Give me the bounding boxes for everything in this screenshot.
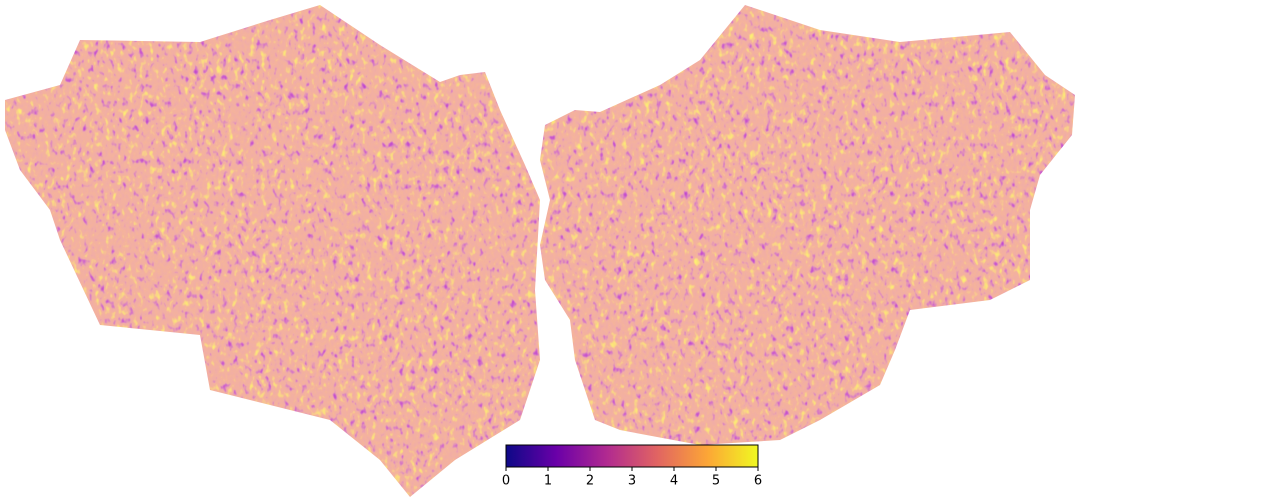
colorbar-tick-label: 4 [670, 474, 678, 489]
colorbar-tick-label: 0 [502, 474, 510, 489]
colorbar: 0 1 2 3 4 5 6 [502, 444, 762, 489]
right-hemisphere [540, 5, 1075, 445]
colorbar-tick-label: 5 [712, 474, 720, 489]
colorbar-bar [505, 444, 759, 468]
colorbar-tick-label: 3 [628, 474, 636, 489]
colorbar-tick-label: 2 [586, 474, 594, 489]
colorbar-tick-label: 6 [754, 474, 762, 489]
colorbar-tick-label: 1 [544, 474, 552, 489]
left-hemisphere [5, 5, 540, 497]
